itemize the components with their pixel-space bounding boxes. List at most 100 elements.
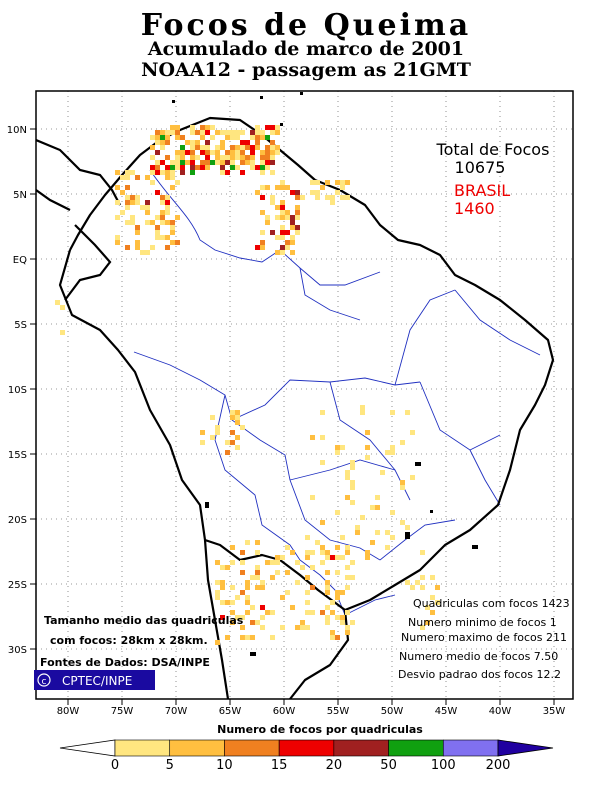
fire-cell [175, 240, 180, 245]
fire-cell [265, 155, 270, 160]
fire-cell [120, 175, 125, 180]
fire-cell [335, 635, 340, 640]
fire-cell [405, 580, 410, 585]
fire-cell [165, 235, 170, 240]
fire-cell [225, 150, 230, 155]
fire-cell [295, 230, 300, 235]
fire-cell [170, 220, 175, 225]
fire-cell [260, 150, 265, 155]
fire-cell [245, 540, 250, 545]
fire-cell [60, 305, 65, 310]
longitude-labels: 80W 75W 70W 65W 60W 55W 50W 45W 40W 35W [57, 699, 565, 717]
fire-cell [220, 565, 225, 570]
fire-cell [260, 170, 265, 175]
fire-cell [190, 160, 195, 165]
fire-cell [200, 135, 205, 140]
fire-cell [170, 170, 175, 175]
fire-cell [165, 210, 170, 215]
fire-cell [180, 150, 185, 155]
fire-cell [210, 435, 215, 440]
fire-cell [375, 495, 380, 500]
fire-cell [235, 415, 240, 420]
fire-cell [130, 200, 135, 205]
fire-cell [295, 580, 300, 585]
fire-cell [195, 145, 200, 150]
fire-cell [135, 245, 140, 250]
fire-cell [120, 210, 125, 215]
fire-cell [125, 245, 130, 250]
fire-cell [250, 135, 255, 140]
fire-cell [145, 210, 150, 215]
fire-cell [275, 215, 280, 220]
fire-cell [305, 625, 310, 630]
fire-cell [270, 610, 275, 615]
fire-cell [160, 195, 165, 200]
fire-cell [400, 440, 405, 445]
fire-cell [220, 600, 225, 605]
fire-cell [320, 460, 325, 465]
fire-cell [355, 530, 360, 535]
fire-cell [150, 165, 155, 170]
fire-cell [340, 195, 345, 200]
fire-cell [130, 170, 135, 175]
fire-cell [230, 135, 235, 140]
fire-cell [285, 245, 290, 250]
fire-cell [125, 175, 130, 180]
fire-cell [200, 440, 205, 445]
legend-high-arrow [497, 739, 554, 757]
fire-cell [230, 440, 235, 445]
fire-cell [245, 585, 250, 590]
fire-cell [340, 535, 345, 540]
fire-cell [330, 600, 335, 605]
fire-cell [260, 625, 265, 630]
fire-cell [250, 635, 255, 640]
fire-cell [275, 560, 280, 565]
fire-cell [160, 220, 165, 225]
fire-cell [305, 610, 310, 615]
fire-cell [275, 150, 280, 155]
fire-cell [115, 200, 120, 205]
fire-cell [170, 165, 175, 170]
fire-cell [180, 170, 185, 175]
fire-cell [225, 635, 230, 640]
fire-cell [220, 130, 225, 135]
fire-cell [190, 150, 195, 155]
fire-cell [255, 585, 260, 590]
fire-cell [160, 145, 165, 150]
fire-cell [165, 195, 170, 200]
fire-cell [270, 230, 275, 235]
fire-cell [220, 155, 225, 160]
fire-cell [225, 135, 230, 140]
fire-cell [180, 155, 185, 160]
fire-cell [290, 190, 295, 195]
fire-cell [280, 230, 285, 235]
fire-cell [320, 185, 325, 190]
fire-cell [320, 610, 325, 615]
fire-cell [205, 145, 210, 150]
fire-cell [180, 135, 185, 140]
fire-cell [350, 465, 355, 470]
fire-cell [155, 230, 160, 235]
fire-cell [325, 570, 330, 575]
fire-cell [220, 580, 225, 585]
fire-cell [130, 215, 135, 220]
fire-cell [240, 140, 245, 145]
fire-cell [310, 565, 315, 570]
fire-cell [260, 210, 265, 215]
fire-cell [165, 130, 170, 135]
fire-cell [215, 640, 220, 645]
legend-tick: 15 [271, 758, 288, 773]
fire-cell [150, 135, 155, 140]
fire-cell [340, 615, 345, 620]
fire-cell [275, 235, 280, 240]
fire-cell [250, 155, 255, 160]
fire-cell [230, 610, 235, 615]
fire-cell [305, 575, 310, 580]
fire-cell [325, 620, 330, 625]
fire-cell [165, 200, 170, 205]
fire-cell [195, 140, 200, 145]
fire-cell [335, 555, 340, 560]
fire-cell [250, 145, 255, 150]
fire-cell [290, 250, 295, 255]
fire-cell [240, 550, 245, 555]
